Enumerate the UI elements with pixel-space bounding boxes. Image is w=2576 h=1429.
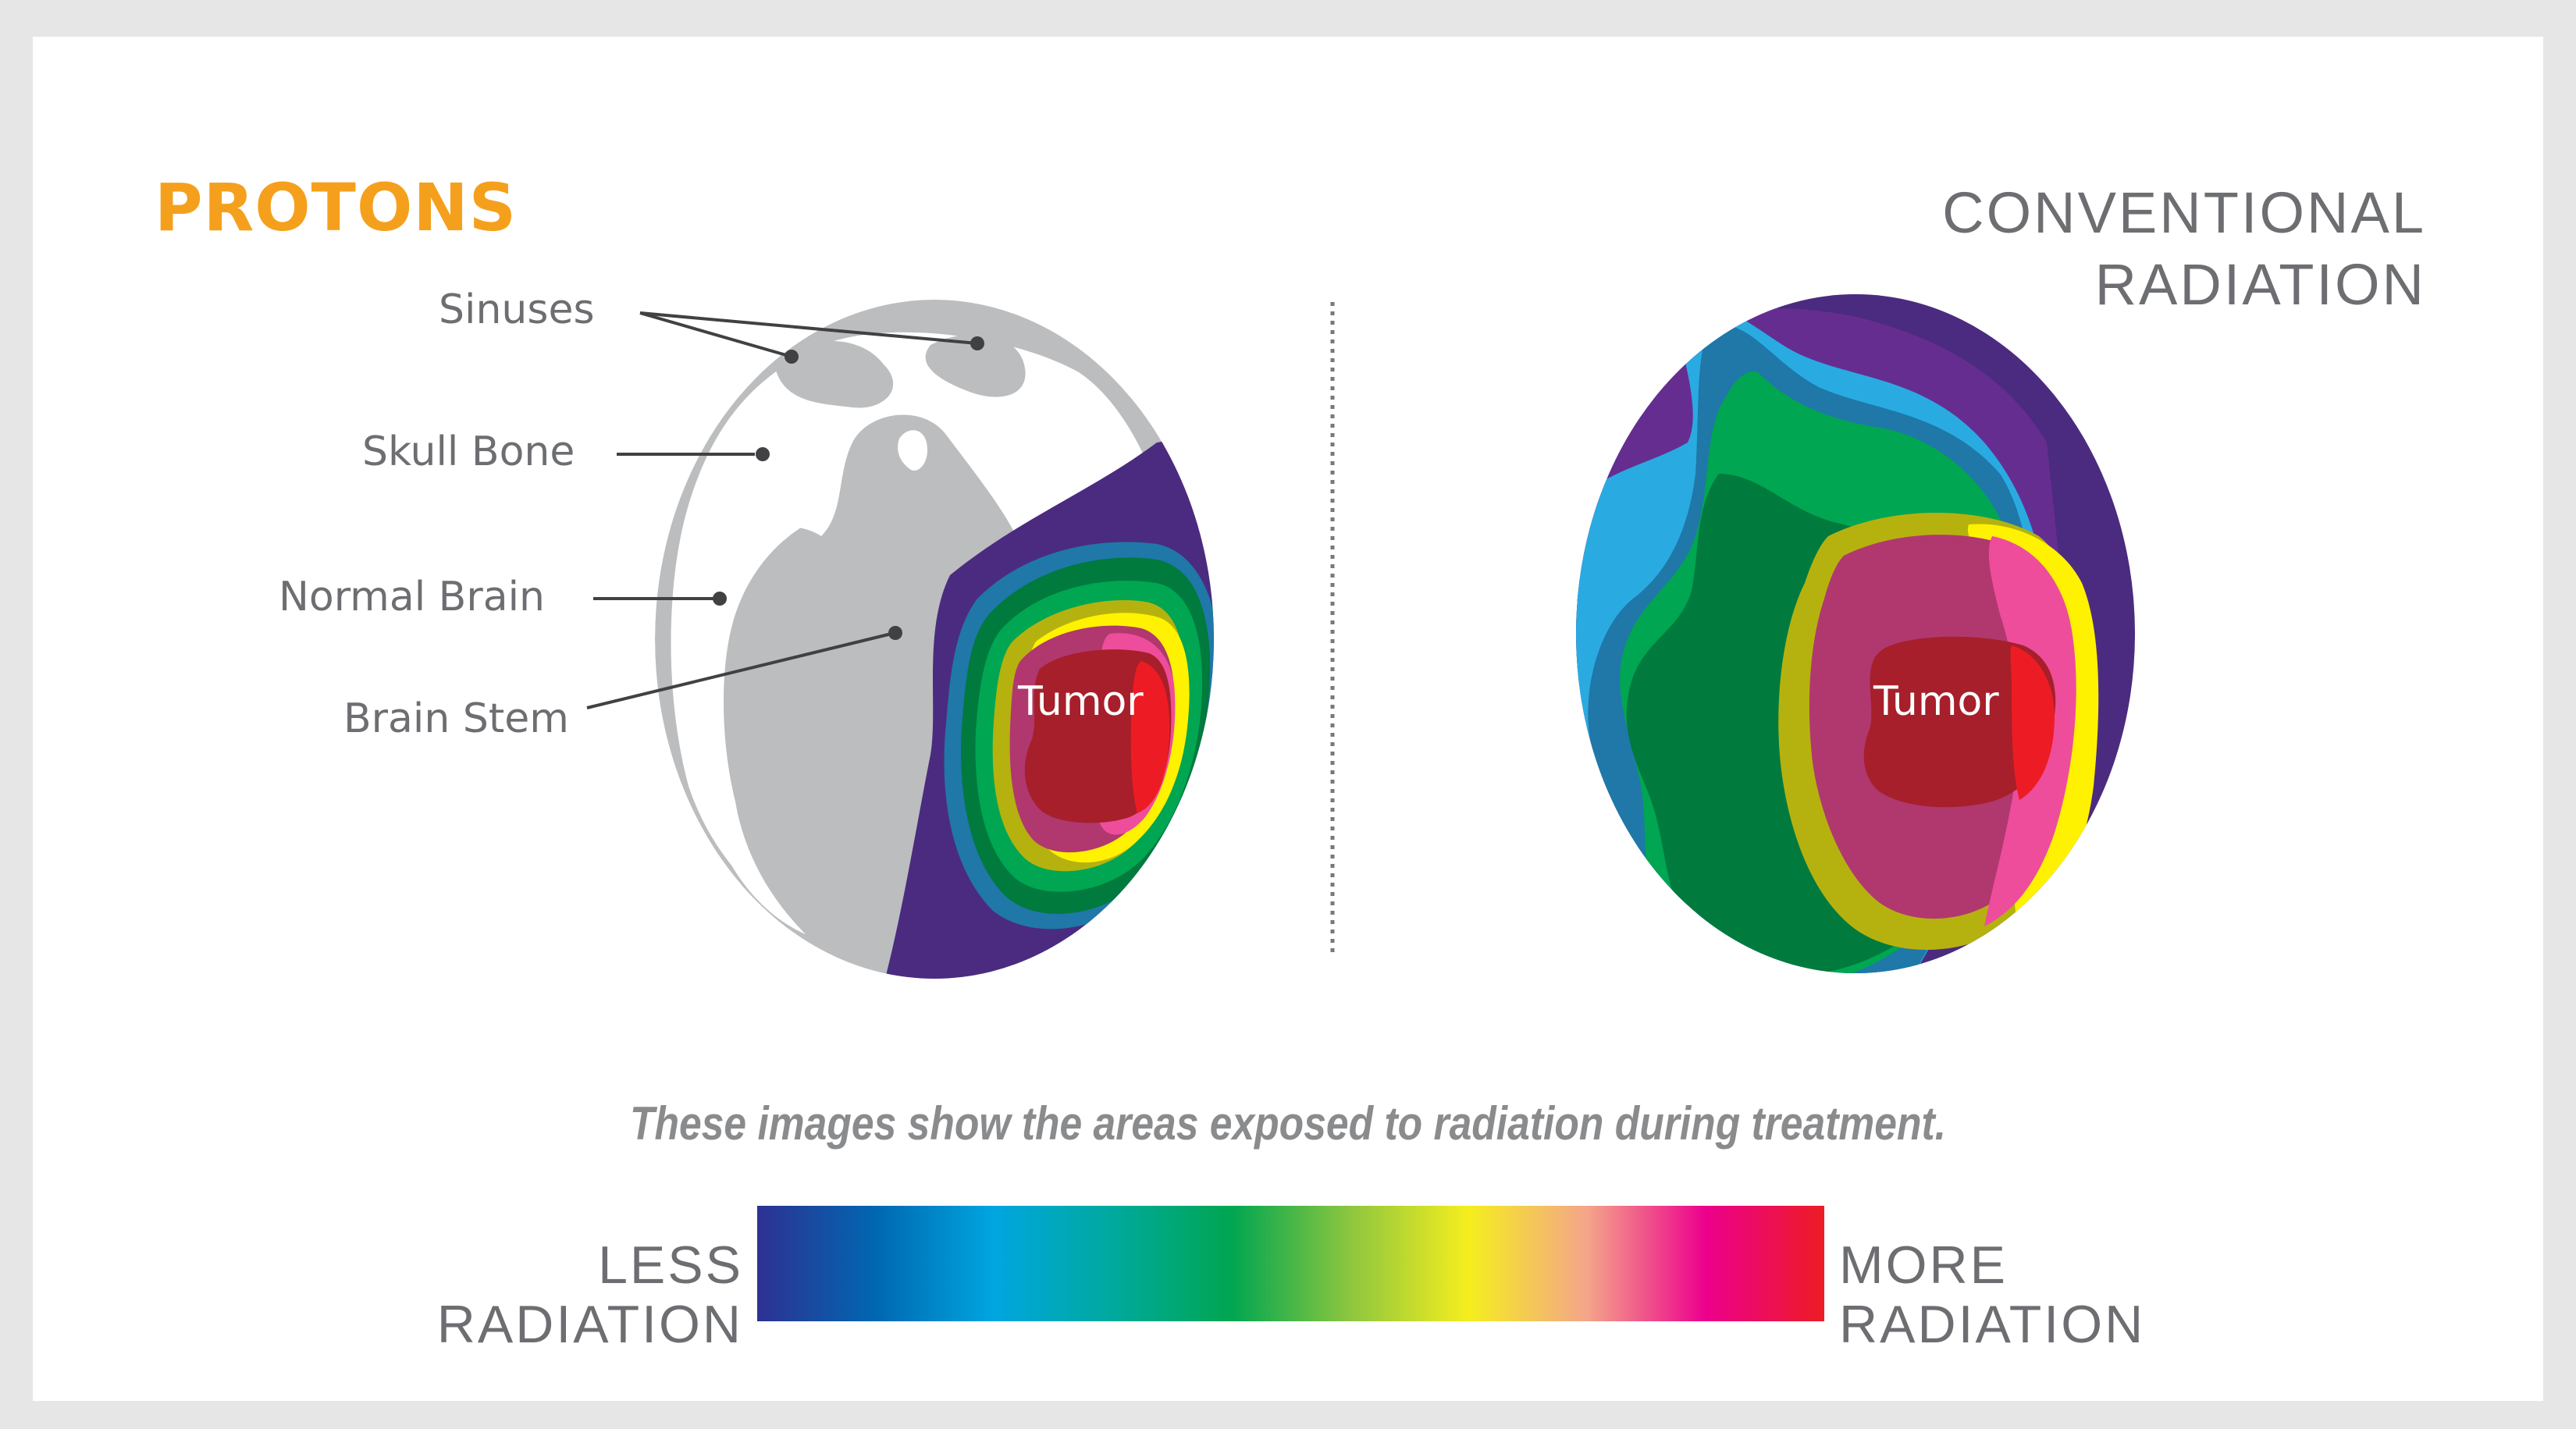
normal-brain-dot (713, 592, 727, 606)
normal-brain-label: Normal Brain (279, 574, 545, 620)
brain-stem-dot (888, 626, 902, 640)
leader-dots (713, 336, 984, 640)
conv-tumor-core (1863, 636, 2056, 808)
conv-tumor-hot-spot (2010, 645, 2055, 800)
brain-notch (898, 430, 927, 471)
radiation-gradient-bar (757, 1206, 1824, 1321)
protons-skull-diagram (586, 300, 1214, 979)
brain-stem-leader (586, 632, 892, 709)
sinuses-leader-2 (639, 311, 792, 358)
infographic-card: PROTONS CONVENTIONAL RADIATION (33, 37, 2543, 1401)
conventional-skull-diagram (1576, 294, 2135, 973)
caption-text: These images show the areas exposed to r… (629, 1097, 1947, 1150)
skull-white-arc (693, 510, 813, 934)
conventional-title-line2: RADIATION (2094, 252, 2426, 317)
tumor-hot-spot (1130, 661, 1170, 813)
legend-less-radiation: LESS RADIATION (353, 1235, 743, 1354)
skull-bone-dot (756, 447, 770, 461)
sinus-dot-1 (970, 336, 984, 350)
protons-tumor-label: Tumor (1018, 678, 1144, 725)
skull-bone-label: Skull Bone (362, 428, 575, 475)
sinuses-label: Sinuses (439, 286, 595, 333)
conventional-title-line1: CONVENTIONAL (1942, 180, 2426, 245)
radiation-diagram (586, 294, 2135, 979)
legend-more-line1: MORE (1839, 1235, 2008, 1295)
conventional-radiation-title: CONVENTIONAL RADIATION (1942, 177, 2426, 321)
legend-less-line1: LESS (598, 1235, 743, 1295)
sinus-dot-2 (785, 350, 799, 364)
sinuses-leader-1 (639, 311, 978, 345)
legend-less-line2: RADIATION (436, 1295, 743, 1354)
conventional-tumor-label: Tumor (1873, 678, 1999, 725)
sinus-region-right (925, 334, 1026, 397)
legend-more-radiation: MORE RADIATION (1839, 1235, 2145, 1354)
leader-lines (586, 311, 978, 709)
protons-title: PROTONS (155, 169, 518, 246)
sinus-region (774, 341, 894, 408)
legend-more-line2: RADIATION (1839, 1295, 2146, 1354)
brain-stem-label: Brain Stem (343, 695, 569, 742)
